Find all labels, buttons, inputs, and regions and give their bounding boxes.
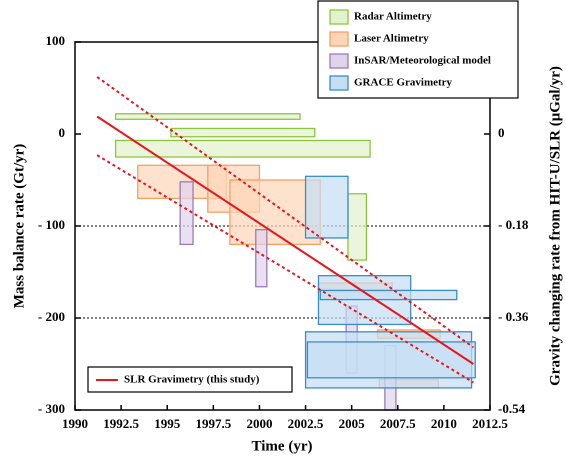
x-tick-label: 2000 (246, 416, 272, 431)
legend-label: Laser Altimetry (354, 33, 429, 45)
legend-swatch (329, 53, 349, 69)
range-box (114, 139, 371, 158)
legend-label: InSAR/Meteorological model (354, 55, 491, 67)
y-tick-label: 100 (46, 33, 66, 48)
legend-swatch (329, 31, 349, 47)
range-box (114, 113, 301, 120)
legend-label: GRACE Gravimetry (354, 77, 453, 89)
trend-line (96, 115, 474, 365)
legend-swatch (329, 9, 349, 25)
y-tick-label: - 100 (38, 217, 65, 232)
legend-box (317, 0, 519, 99)
range-box (347, 193, 368, 261)
range-box (179, 181, 194, 246)
x-tick-label: 2007.5 (380, 416, 416, 431)
y2-tick-label: - 0.36 (498, 309, 529, 324)
y2-tick-label: -0.54 (498, 401, 526, 416)
plot-frame (74, 41, 491, 411)
y-tick-label: 0 (59, 125, 66, 140)
upper-bound (96, 76, 474, 349)
x-tick-label: 2005 (339, 416, 366, 431)
legend-box (87, 366, 293, 393)
y-tick-label: - 200 (38, 309, 65, 324)
x-tick-label: 1995 (154, 416, 181, 431)
range-box (170, 127, 316, 138)
range-box (255, 229, 268, 288)
lower-bound (96, 154, 474, 384)
x-tick-label: 2012.5 (472, 416, 508, 431)
legend-label: Radar Altimetry (354, 11, 432, 23)
x-axis-title: Time (yr) (252, 438, 313, 454)
x-tick-label: 1992.5 (103, 416, 139, 431)
x-tick-label: 1997.5 (195, 416, 231, 431)
y2-tick-label: 0 (498, 125, 505, 140)
range-box (304, 175, 349, 239)
legend-label: SLR Gravimetry (this study) (124, 374, 260, 386)
y-tick-label: - 300 (38, 401, 65, 416)
legend-swatch (329, 75, 349, 91)
range-box (319, 289, 458, 301)
range-box (306, 341, 476, 379)
x-tick-label: 2002.5 (288, 416, 324, 431)
y2-tick-label: - 0.18 (498, 217, 529, 232)
y2-axis-title: Gravity changing rate from HIT-U/SLR (μG… (547, 66, 563, 386)
y-axis-title: Mass balance rate (Gt/yr) (11, 144, 27, 309)
x-tick-label: 2010 (431, 416, 457, 431)
x-tick-label: 1990 (62, 416, 88, 431)
